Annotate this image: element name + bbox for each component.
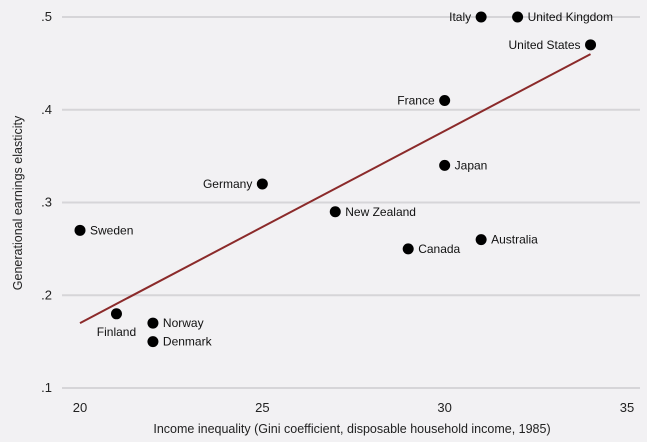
y-tick-label: .3 <box>41 195 52 210</box>
point-marker-icon <box>475 11 487 23</box>
point-marker-icon <box>147 317 159 329</box>
x-axis-label: Income inequality (Gini coefficient, dis… <box>153 422 550 436</box>
data-point: Germany <box>203 177 268 191</box>
point-label: Germany <box>203 177 252 191</box>
y-tick-label: .1 <box>41 380 52 395</box>
x-tick-label: 30 <box>437 400 451 415</box>
point-marker-icon <box>329 206 341 218</box>
point-label: Japan <box>455 158 488 172</box>
x-axis-ticks: 20 25 30 35 <box>73 400 634 415</box>
point-label: Italy <box>449 10 471 24</box>
point-marker-icon <box>475 234 487 246</box>
y-tick-label: .5 <box>41 9 52 24</box>
y-tick-label: .4 <box>41 102 52 117</box>
data-point: United Kingdom <box>512 10 613 24</box>
point-label: Denmark <box>163 335 213 349</box>
data-point: Australia <box>475 233 538 247</box>
data-point: Sweden <box>74 223 133 237</box>
point-label: Norway <box>163 316 204 330</box>
point-marker-icon <box>110 308 122 320</box>
point-label: United States <box>508 38 580 52</box>
point-marker-icon <box>512 11 524 23</box>
point-marker-icon <box>147 336 159 348</box>
point-label: France <box>397 93 435 107</box>
gridlines <box>62 16 640 389</box>
data-point: Canada <box>402 242 461 256</box>
point-marker-icon <box>439 94 451 106</box>
point-marker-icon <box>402 243 414 255</box>
point-label: United Kingdom <box>528 10 613 24</box>
x-tick-label: 25 <box>255 400 269 415</box>
point-label: Canada <box>418 242 460 256</box>
trend-line <box>79 53 591 324</box>
x-tick-label: 35 <box>620 400 634 415</box>
y-axis-label: Generational earnings elasticity <box>11 115 25 290</box>
point-label: New Zealand <box>345 205 416 219</box>
y-axis-ticks: .1 .2 .3 .4 .5 <box>41 9 52 395</box>
point-marker-icon <box>585 39 597 51</box>
x-tick-label: 20 <box>73 400 87 415</box>
regression-line <box>79 53 591 324</box>
data-points: Sweden Finland Norway Denmark Germany New Zea… <box>74 10 613 349</box>
point-marker-icon <box>439 159 451 171</box>
data-point: Denmark <box>147 335 213 349</box>
data-point: Japan <box>439 158 487 172</box>
data-point: Finland <box>97 308 136 339</box>
data-point: United States <box>508 38 597 52</box>
point-label: Finland <box>97 325 136 339</box>
data-point: Norway <box>147 316 204 330</box>
point-marker-icon <box>74 224 86 236</box>
y-tick-label: .2 <box>41 287 52 302</box>
point-label: Australia <box>491 233 538 247</box>
point-label: Sweden <box>90 223 133 237</box>
data-point: New Zealand <box>329 205 416 219</box>
data-point: France <box>397 93 451 107</box>
data-point: Italy <box>449 10 487 24</box>
point-marker-icon <box>256 178 268 190</box>
